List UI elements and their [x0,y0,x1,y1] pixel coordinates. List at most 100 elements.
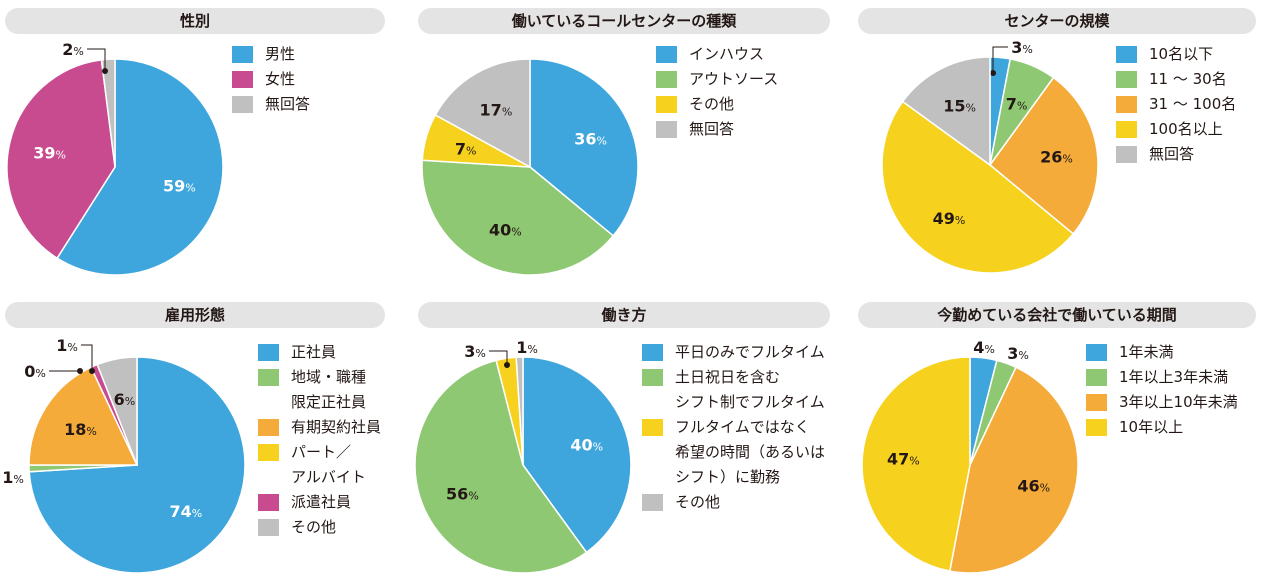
legend: 1年未満 1年以上3年未満 3年以上10年未満 10年以上 [1086,340,1238,440]
chart-title: 雇用形態 [5,302,385,328]
slice-label: 17% [480,100,513,119]
pie-chart: 40% 56% 3% 1% [414,338,632,574]
legend-item: 有期契約社員 [258,415,381,440]
legend-item: パート／ アルバイト [258,440,381,490]
legend-item: 男性 [232,42,310,67]
pie-slice [56,58,224,276]
legend-item: 派遣社員 [258,490,381,515]
legend-label: 1年未満 [1119,343,1174,361]
pie-slice [515,356,524,466]
chart-title: 性別 [5,8,385,34]
legend-swatch [258,444,279,461]
legend-label: 女性 [265,70,296,88]
legend-label: 無回答 [1149,145,1195,163]
legend-swatch [258,419,279,436]
slice-label: 4% [973,338,995,357]
legend-swatch [1086,419,1107,436]
pie-slice [522,356,632,554]
slice-label: 3% [1007,344,1029,363]
pie-slice [100,58,116,168]
slice-label: 18% [64,420,97,439]
legend-label: 10年以上 [1119,418,1184,436]
legend-label: 100名以上 [1149,120,1223,138]
leader-dot [504,362,510,368]
slice-label: 3% [1011,38,1033,57]
chart-title: センターの規模 [858,8,1256,34]
legend-swatch [1116,46,1137,63]
legend: 正社員 地域・職種 限定正社員 有期契約社員 パート／ アルバイト 派遣社員 その他 [258,340,381,540]
slice-label: 49% [933,209,966,228]
slice-label: 3% [464,342,486,361]
legend-swatch [1116,71,1137,88]
slice-label: 40% [489,220,522,239]
legend-label: 男性 [265,45,296,63]
legend-swatch [656,96,677,113]
pie-chart: 74% 1% 18% 0% 1% 6% [2,336,246,574]
legend-item: 31 ～ 100名 [1116,92,1236,117]
legend-swatch [1116,121,1137,138]
chart-title: 働き方 [418,302,830,328]
chart-title: 今勤めている会社で働いている期間 [858,302,1256,328]
legend-label: 無回答 [265,95,311,113]
pie-chart: 36% 40% 7% 17% [421,58,639,276]
legend-label: 無回答 [689,120,735,138]
slice-label: 7% [455,139,477,158]
leader-dot [89,368,95,374]
legend-item: 1年未満 [1086,340,1238,365]
chart-title: 働いているコールセンターの種類 [418,8,830,34]
legend-label: 有期契約社員 [291,418,382,436]
legend: 平日のみでフルタイム 土日祝日を含む シフト制でフルタイム フルタイムではなく 希望… [642,340,825,515]
leader-dot [102,68,108,74]
slice-label: 1% [56,336,78,355]
legend-item: その他 [642,490,825,515]
pie-slice [529,58,639,237]
legend-swatch [258,494,279,511]
pie-slice [6,59,116,260]
pie-slice [414,359,588,574]
slice-label: 7% [1006,95,1028,114]
legend-label: その他 [689,95,735,113]
slice-label: 15% [943,96,976,115]
legend-item: 無回答 [656,117,778,142]
legend-label: 11 ～ 30名 [1149,70,1227,88]
legend-swatch [258,344,279,361]
legend-label: 3年以上10年未満 [1119,393,1238,411]
legend-label: その他 [291,518,337,536]
legend-swatch [656,71,677,88]
legend-label: 10名以下 [1149,45,1214,63]
pie-chart: 3% 7% 26% 49% 15% [881,38,1099,274]
legend-label: 1年以上3年未満 [1119,368,1229,386]
legend-label: 地域・職種 限定正社員 [291,368,367,411]
legend-swatch [1086,369,1107,386]
legend-swatch [1086,394,1107,411]
legend-item: その他 [258,515,381,540]
legend-swatch [258,369,279,386]
slice-label: 6% [114,390,136,409]
legend-swatch [642,369,663,386]
slice-label: 46% [1017,477,1050,496]
legend-swatch [642,419,663,436]
legend-label: 31 ～ 100名 [1149,95,1237,113]
slice-label: 74% [169,502,202,521]
legend-item: 地域・職種 限定正社員 [258,365,381,415]
legend-item: 10名以下 [1116,42,1236,67]
legend-swatch [1116,96,1137,113]
legend-item: 100名以上 [1116,117,1236,142]
legend-item: フルタイムではなく 希望の時間（あるいは シフト）に勤務 [642,415,825,490]
legend-swatch [642,344,663,361]
legend-swatch [232,46,253,63]
legend-item: 11 ～ 30名 [1116,67,1236,92]
legend-item: 平日のみでフルタイム [642,340,825,365]
legend: インハウス アウトソース その他 無回答 [656,42,778,142]
legend-label: 平日のみでフルタイム [675,343,825,361]
pie-chart: 4% 3% 46% 47% [861,338,1079,574]
pie-slice [96,356,138,466]
pie-slice [421,159,615,276]
slice-label: 59% [163,177,196,196]
leader-line [489,350,508,365]
slice-label: 39% [33,143,66,162]
legend-item: 無回答 [232,92,310,117]
slice-label: 0% [24,362,46,381]
legend-item: 無回答 [1116,142,1236,167]
